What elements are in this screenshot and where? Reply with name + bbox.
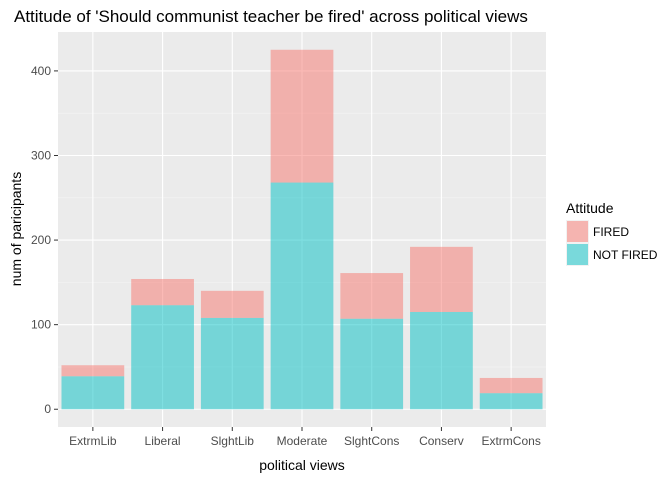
x-tick-label: Moderate bbox=[277, 434, 328, 448]
legend-swatch bbox=[567, 221, 588, 242]
bar-not-fired-slghtcons bbox=[340, 318, 404, 410]
bar-not-fired-moderate bbox=[270, 182, 334, 410]
bar-fired-slghtlib bbox=[200, 290, 264, 318]
legend-label: NOT FIRED bbox=[593, 248, 658, 262]
x-tick-label: SlghtCons bbox=[344, 434, 399, 448]
bar-not-fired-liberal bbox=[131, 305, 194, 410]
bar-fired-moderate bbox=[270, 49, 334, 183]
y-tick-label: 0 bbox=[44, 402, 51, 416]
bars bbox=[61, 49, 543, 410]
chart-title: Attitude of 'Should communist teacher be… bbox=[14, 7, 528, 26]
y-tick-label: 100 bbox=[31, 318, 51, 332]
x-tick-label: ExtrmLib bbox=[69, 434, 117, 448]
legend-swatch bbox=[567, 244, 588, 265]
y-tick-label: 300 bbox=[31, 148, 51, 162]
bar-fired-liberal bbox=[131, 278, 194, 306]
bar-fired-extrmcons bbox=[479, 377, 543, 394]
y-axis-ticks: 0 100 200 300 400 bbox=[31, 64, 58, 416]
y-tick-label: 400 bbox=[31, 64, 51, 78]
bar-not-fired-extrmlib bbox=[61, 376, 125, 410]
bar-fired-conserv bbox=[410, 246, 473, 312]
legend-label: FIRED bbox=[593, 225, 629, 239]
bar-fired-slghtcons bbox=[340, 273, 404, 319]
bar-fired-extrmlib bbox=[61, 365, 125, 377]
x-axis-title: political views bbox=[259, 457, 345, 473]
y-axis-title: num of paricipants bbox=[8, 172, 24, 286]
x-tick-label: ExtrmCons bbox=[481, 434, 540, 448]
bar-not-fired-extrmcons bbox=[479, 393, 543, 410]
x-tick-label: Conserv bbox=[419, 434, 464, 448]
x-tick-label: SlghtLib bbox=[211, 434, 255, 448]
x-axis-ticks: ExtrmLib Liberal SlghtLib Moderate SlghtCons… bbox=[69, 427, 541, 448]
legend-title: Attitude bbox=[566, 200, 614, 216]
x-tick-label: Liberal bbox=[145, 434, 181, 448]
y-tick-label: 200 bbox=[31, 233, 51, 247]
legend: Attitude FIRED NOT FIRED bbox=[566, 200, 658, 266]
bar-not-fired-slghtlib bbox=[200, 317, 264, 410]
bar-not-fired-conserv bbox=[410, 311, 473, 410]
